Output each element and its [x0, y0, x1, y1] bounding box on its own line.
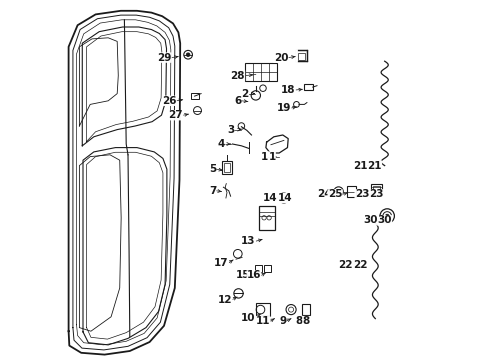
Text: 20: 20: [274, 53, 288, 63]
Text: 2: 2: [242, 89, 248, 99]
Bar: [371, 184, 382, 197]
Text: 3: 3: [227, 125, 234, 135]
Text: 7: 7: [209, 186, 216, 196]
Bar: [296, 50, 307, 61]
Text: 20: 20: [274, 53, 288, 63]
Bar: [224, 163, 230, 172]
Text: 28: 28: [230, 71, 245, 81]
Text: 23: 23: [369, 189, 384, 199]
Text: 18: 18: [281, 85, 295, 95]
Text: 19: 19: [277, 103, 291, 113]
Text: 6: 6: [234, 96, 242, 106]
Text: 10: 10: [241, 312, 256, 323]
Circle shape: [386, 214, 389, 218]
Text: 23: 23: [355, 189, 369, 199]
Text: 19: 19: [277, 103, 291, 113]
Text: 14: 14: [263, 193, 277, 203]
Text: 9: 9: [279, 316, 286, 326]
Text: 1: 1: [269, 152, 276, 162]
Text: 30: 30: [363, 215, 377, 225]
Bar: [245, 63, 277, 81]
Bar: [191, 93, 198, 99]
Text: 30: 30: [377, 215, 392, 225]
Text: 29: 29: [157, 53, 171, 63]
Bar: [373, 186, 380, 194]
Text: 25: 25: [328, 189, 342, 199]
Bar: [259, 206, 275, 230]
Text: 24: 24: [317, 189, 331, 199]
Text: 27: 27: [169, 110, 183, 120]
Text: 24: 24: [317, 189, 331, 199]
Bar: [302, 304, 310, 315]
Text: 25: 25: [328, 189, 342, 199]
Text: 5: 5: [209, 164, 216, 174]
Bar: [264, 265, 271, 272]
Text: 8: 8: [295, 316, 303, 326]
Text: 12: 12: [218, 294, 232, 305]
Text: 17: 17: [214, 258, 229, 268]
Bar: [255, 265, 262, 272]
Bar: [222, 161, 232, 174]
Bar: [298, 53, 305, 60]
Text: 21: 21: [368, 161, 382, 171]
Text: 14: 14: [277, 193, 292, 203]
Text: 21: 21: [353, 161, 368, 171]
Bar: [303, 84, 313, 90]
Text: 13: 13: [241, 236, 256, 246]
Text: 26: 26: [162, 96, 176, 106]
Text: 8: 8: [303, 316, 310, 326]
Text: 18: 18: [281, 85, 295, 95]
Bar: [256, 303, 270, 316]
Text: 11: 11: [256, 316, 270, 326]
Text: 15: 15: [236, 270, 250, 280]
Bar: [347, 186, 356, 197]
Text: 4: 4: [218, 139, 225, 149]
Text: 1: 1: [261, 152, 269, 162]
Circle shape: [186, 53, 190, 57]
Text: 22: 22: [353, 260, 368, 270]
Text: 22: 22: [339, 260, 353, 270]
Text: 16: 16: [246, 270, 261, 280]
